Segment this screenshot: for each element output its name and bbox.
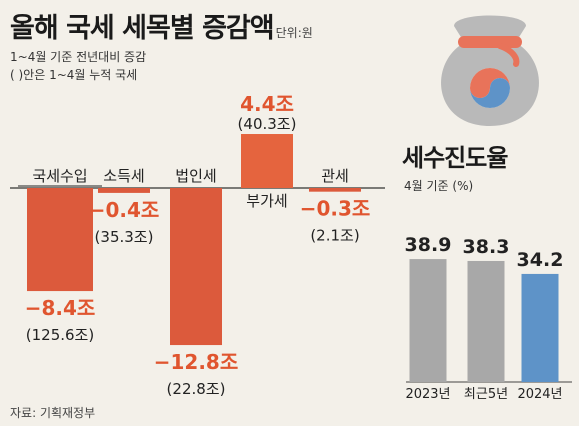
value-label: −8.4조: [25, 296, 96, 320]
unit-label: 단위:원: [275, 26, 313, 40]
tax-change-chart: 국세수입 −8.4조 (125.6조) 소득세 −0.4조 (35.3조) 법인세 −12.8…: [10, 92, 385, 398]
rate-chart-subtitle: 4월 기준 (%): [404, 179, 474, 193]
value-label: −0.3조: [300, 197, 371, 221]
bar-1: [98, 188, 150, 193]
source-note: 자료: 기획재정부: [10, 406, 96, 420]
value-label: 4.4조: [240, 92, 294, 116]
category-label: 2023년: [405, 387, 450, 400]
value-label: 38.3: [463, 236, 510, 258]
chart-subtitle: 1~4월 기준 전년대비 증감: [10, 50, 147, 64]
category-label: 소득세: [103, 167, 144, 185]
tax-progress-chart: 38.9 2023년 38.3 최근5년 34.2 2024년: [405, 234, 572, 400]
bar-2: [521, 273, 559, 382]
chart-title: 올해 국세 세목별 증감액 단위:원: [10, 13, 313, 44]
bar-4: [309, 188, 361, 192]
cumulative-label: (35.3조): [95, 228, 154, 246]
category-label: 관세: [321, 167, 349, 185]
value-label: −12.8조: [154, 350, 239, 374]
cumulative-label: (125.6조): [26, 326, 94, 344]
value-label: 38.9: [405, 234, 452, 256]
cumulative-label: (22.8조): [167, 380, 226, 398]
cumulative-label: (40.3조): [238, 115, 297, 133]
bar-2: [170, 188, 222, 346]
cumulative-label: (2.1조): [310, 227, 359, 245]
money-bag-icon: [441, 15, 539, 126]
category-label: 부가세: [246, 192, 287, 210]
bar-0: [409, 259, 447, 382]
value-label: −0.4조: [89, 198, 160, 222]
category-label: 2024년: [517, 387, 562, 400]
bar-1: [467, 260, 505, 382]
bar-3: [241, 134, 293, 188]
category-label: 법인세: [175, 167, 216, 185]
category-label: 국세수입: [32, 167, 87, 185]
value-label: 34.2: [517, 249, 564, 271]
category-label: 최근5년: [464, 387, 508, 400]
bar-0: [27, 188, 93, 292]
rate-chart-title: 세수진도율: [402, 144, 508, 172]
chart-note: ( )안은 1~4월 누적 국세: [10, 68, 138, 82]
